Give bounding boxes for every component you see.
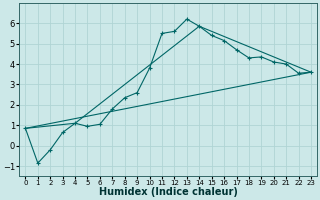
- X-axis label: Humidex (Indice chaleur): Humidex (Indice chaleur): [99, 187, 238, 197]
